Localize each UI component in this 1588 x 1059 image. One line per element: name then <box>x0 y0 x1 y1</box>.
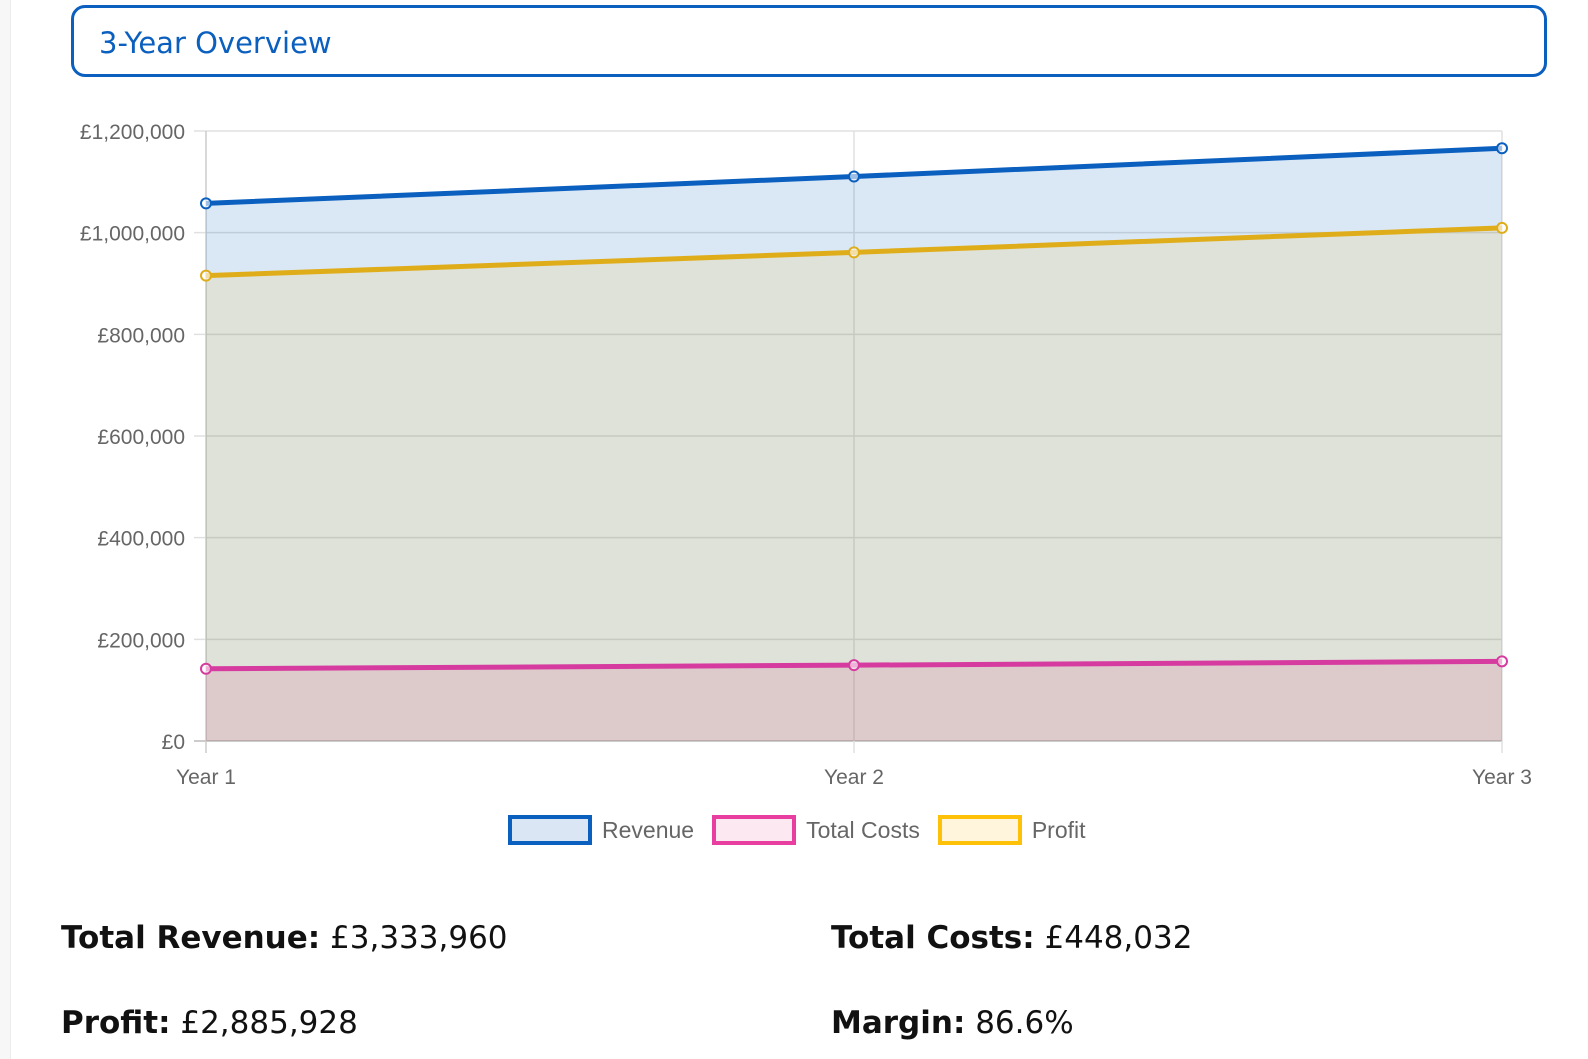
stat-label: Profit: <box>61 1005 171 1041</box>
stat-value: £3,333,960 <box>330 920 508 956</box>
legend-item-profit[interactable]: Profit <box>937 815 1086 845</box>
legend-swatch-revenue <box>508 815 592 845</box>
section-title: 3-Year Overview <box>99 26 332 60</box>
data-point-revenue <box>200 197 212 210</box>
total-costs-stat: Total Costs: £448,032 <box>831 920 1192 956</box>
legend-item-total-costs[interactable]: Total Costs <box>712 815 920 845</box>
area-fill-profit <box>206 227 1502 741</box>
data-point-total-costs <box>1496 655 1508 668</box>
x-tick-label: Year 1 <box>176 766 236 789</box>
data-point-profit <box>200 269 212 282</box>
y-tick-label: £600,000 <box>97 426 185 449</box>
area-chart: £0 £200,000 £400,000 £600,000 £800,000 £1,000… <box>80 121 1532 789</box>
legend-swatch-total-costs <box>712 815 797 845</box>
stat-value: £448,032 <box>1044 920 1193 956</box>
total-revenue-stat: Total Revenue: £3,333,960 <box>61 920 508 956</box>
data-point-total-costs <box>200 662 212 675</box>
profit-stat: Profit: £2,885,928 <box>61 1005 358 1041</box>
y-tick-label: £200,000 <box>97 629 185 652</box>
chart-legend: Revenue Total Costs Profit <box>508 815 1104 845</box>
page-left-border <box>0 0 11 1059</box>
stat-label: Total Revenue: <box>61 920 321 956</box>
area-fill-total-costs <box>206 661 1502 741</box>
y-tick-label: £0 <box>162 731 185 754</box>
stat-value: 86.6% <box>975 1005 1074 1041</box>
y-tick-label: £800,000 <box>97 324 185 347</box>
data-point-revenue <box>1496 142 1508 155</box>
legend-swatch-profit <box>937 815 1022 845</box>
stat-value: £2,885,928 <box>180 1005 358 1041</box>
section-header: 3-Year Overview <box>71 5 1547 77</box>
y-tick-label: £1,000,000 <box>80 223 185 246</box>
legend-item-revenue[interactable]: Revenue <box>508 815 694 845</box>
x-tick-label: Year 3 <box>1472 766 1532 789</box>
margin-stat: Margin: 86.6% <box>831 1005 1074 1041</box>
data-point-profit <box>1496 221 1508 234</box>
legend-label: Profit <box>1031 816 1086 843</box>
area-fill-revenue <box>206 148 1502 741</box>
data-point-total-costs <box>848 659 860 672</box>
y-tick-label: £1,200,000 <box>80 121 185 144</box>
y-tick-label: £400,000 <box>97 528 185 551</box>
x-tick-label: Year 2 <box>824 766 884 789</box>
data-point-revenue <box>848 170 860 183</box>
data-point-profit <box>848 246 860 259</box>
stat-label: Total Costs: <box>831 920 1035 956</box>
legend-label: Total Costs <box>806 816 920 843</box>
stat-label: Margin: <box>831 1005 966 1041</box>
legend-label: Revenue <box>602 816 695 843</box>
